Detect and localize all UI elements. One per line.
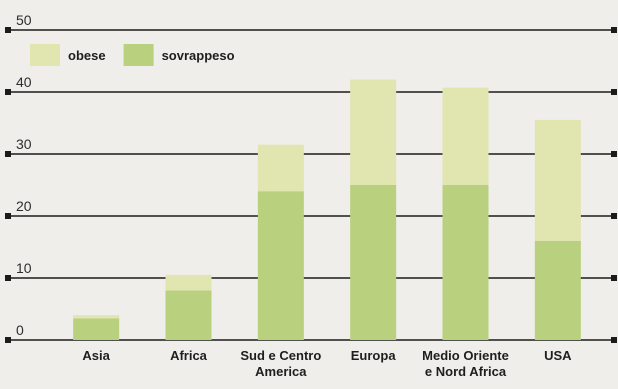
bar-segment-obese: [257, 144, 304, 192]
legend-label: sovrappeso: [162, 48, 235, 63]
x-category-label: USA: [544, 348, 572, 363]
bar-segment-sovrappeso: [350, 185, 397, 340]
bar-segment-obese: [350, 79, 397, 185]
bar-segment-sovrappeso: [442, 185, 489, 340]
legend-swatch: [30, 44, 60, 66]
gridline-marker: [5, 27, 11, 33]
bar-segment-obese: [73, 315, 120, 319]
legend: obese sovrappeso: [30, 44, 235, 66]
y-axis-ticks: 0 10 20 30 40 50: [16, 12, 32, 338]
gridline-marker: [5, 275, 11, 281]
gridline-marker: [611, 89, 617, 95]
y-tick-label: 50: [16, 12, 32, 28]
gridline-marker: [611, 213, 617, 219]
gridline-marker: [611, 27, 617, 33]
x-category-label: Africa: [170, 348, 208, 363]
y-tick-label: 20: [16, 198, 32, 214]
x-axis-labels: Asia Africa Sud e Centro America Europa Medio…: [82, 348, 572, 379]
x-category-label: Asia: [82, 348, 110, 363]
bar-segment-obese: [165, 274, 212, 291]
bar-segment-sovrappeso: [534, 240, 581, 340]
gridline-marker: [5, 151, 11, 157]
bar-segment-sovrappeso: [257, 191, 304, 340]
x-category-label: Sud e Centro America: [240, 348, 321, 379]
bars: [73, 79, 581, 340]
y-tick-label: 10: [16, 260, 32, 276]
y-tick-label: 0: [16, 322, 24, 338]
bar-segment-obese: [442, 87, 489, 185]
bar-segment-obese: [534, 119, 581, 241]
legend-swatch: [123, 44, 154, 66]
gridline-marker: [5, 337, 11, 343]
y-tick-label: 30: [16, 136, 32, 152]
legend-label: obese: [68, 48, 106, 63]
gridline-marker: [5, 89, 11, 95]
gridline-marker: [611, 151, 617, 157]
gridline-marker: [5, 213, 11, 219]
bar-segment-sovrappeso: [165, 290, 212, 340]
gridline-marker: [611, 275, 617, 281]
x-category-label: Medio Oriente e Nord Africa: [422, 348, 509, 379]
bar-segment-sovrappeso: [73, 318, 120, 340]
y-tick-label: 40: [16, 74, 32, 90]
x-category-label: Europa: [351, 348, 397, 363]
gridline-marker: [611, 337, 617, 343]
